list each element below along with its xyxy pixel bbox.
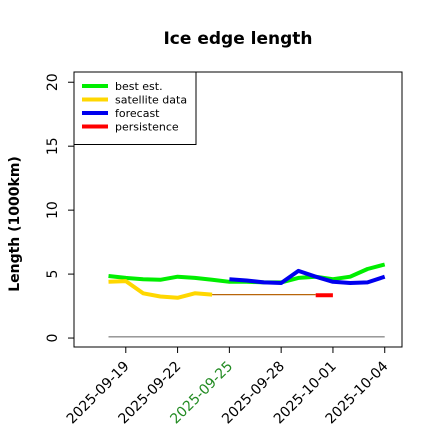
y-tick-label-5: 5 xyxy=(45,270,61,279)
x-axis: 2025-09-192025-09-222025-09-252025-09-28… xyxy=(64,347,392,427)
y-tick-label-15: 15 xyxy=(45,137,61,155)
legend-label-satellite-data: satellite data xyxy=(115,94,187,107)
legend-label-forecast: forecast xyxy=(115,107,160,120)
series-lines xyxy=(108,262,386,300)
series-line-satellite-data xyxy=(108,279,213,300)
y-tick-label-0: 0 xyxy=(45,334,61,343)
plot-frame xyxy=(73,71,403,348)
y-axis-label: Length (1000km) xyxy=(7,156,23,292)
legend-label-persistence: persistence xyxy=(115,121,179,134)
chart-title: Ice edge length xyxy=(163,29,312,49)
reference-lines xyxy=(108,293,385,338)
series-line-forecast xyxy=(229,268,386,285)
y-axis: 0 5 10 15 20 xyxy=(45,73,74,342)
y-tick-label-20: 20 xyxy=(45,73,61,91)
legend: best est.satellite dataforecastpersisten… xyxy=(73,71,197,145)
legend-label-best-est: best est. xyxy=(115,80,163,93)
y-tick-label-10: 10 xyxy=(45,201,61,219)
